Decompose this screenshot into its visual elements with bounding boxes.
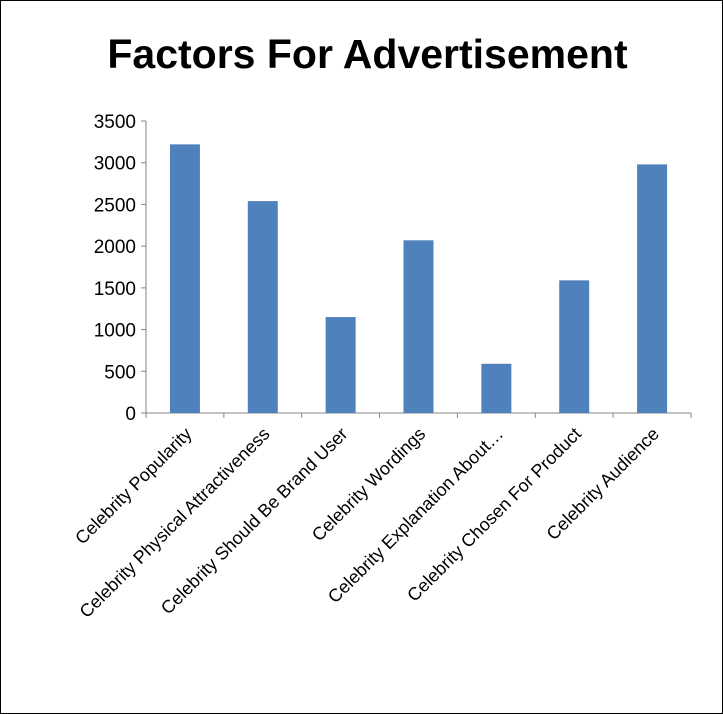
chart-title: Factors For Advertisement: [107, 31, 628, 77]
y-tick-label: 500: [104, 362, 136, 383]
y-tick-label: 2500: [94, 195, 136, 216]
bar: [481, 363, 512, 413]
bar: [403, 240, 434, 413]
y-tick-label: 0: [125, 404, 136, 425]
bar: [559, 280, 590, 413]
y-tick-label: 2000: [94, 237, 136, 258]
bar: [169, 144, 200, 414]
y-tick-label: 1000: [94, 321, 136, 342]
bar: [247, 201, 278, 413]
y-tick-label: 1500: [94, 279, 136, 300]
y-tick-label: 3500: [94, 112, 136, 133]
bars: [169, 144, 668, 414]
y-tick-label: 3000: [94, 154, 136, 175]
bar: [637, 164, 668, 413]
bar: [325, 317, 356, 413]
